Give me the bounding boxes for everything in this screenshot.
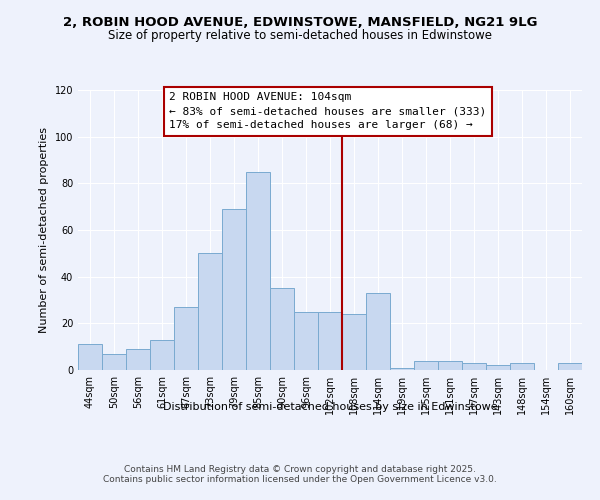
Bar bbox=[270, 288, 294, 370]
Bar bbox=[486, 366, 510, 370]
Bar bbox=[366, 293, 390, 370]
Bar bbox=[318, 312, 342, 370]
Text: Size of property relative to semi-detached houses in Edwinstowe: Size of property relative to semi-detach… bbox=[108, 30, 492, 43]
Bar bbox=[558, 363, 582, 370]
Bar bbox=[462, 363, 486, 370]
Bar bbox=[390, 368, 414, 370]
Text: 2 ROBIN HOOD AVENUE: 104sqm
← 83% of semi-detached houses are smaller (333)
17% : 2 ROBIN HOOD AVENUE: 104sqm ← 83% of sem… bbox=[169, 92, 487, 130]
Text: 2, ROBIN HOOD AVENUE, EDWINSTOWE, MANSFIELD, NG21 9LG: 2, ROBIN HOOD AVENUE, EDWINSTOWE, MANSFI… bbox=[63, 16, 537, 29]
Bar bbox=[78, 344, 102, 370]
Bar bbox=[246, 172, 270, 370]
Text: Contains HM Land Registry data © Crown copyright and database right 2025.: Contains HM Land Registry data © Crown c… bbox=[124, 464, 476, 473]
Y-axis label: Number of semi-detached properties: Number of semi-detached properties bbox=[39, 127, 49, 333]
Bar bbox=[294, 312, 318, 370]
Text: Distribution of semi-detached houses by size in Edwinstowe: Distribution of semi-detached houses by … bbox=[163, 402, 497, 412]
Bar bbox=[438, 360, 462, 370]
Text: Contains public sector information licensed under the Open Government Licence v3: Contains public sector information licen… bbox=[103, 476, 497, 484]
Bar bbox=[150, 340, 174, 370]
Bar bbox=[198, 254, 222, 370]
Bar bbox=[102, 354, 126, 370]
Bar bbox=[342, 314, 366, 370]
Bar bbox=[174, 307, 198, 370]
Bar bbox=[414, 360, 438, 370]
Bar bbox=[222, 209, 246, 370]
Bar bbox=[126, 349, 150, 370]
Bar bbox=[510, 363, 534, 370]
